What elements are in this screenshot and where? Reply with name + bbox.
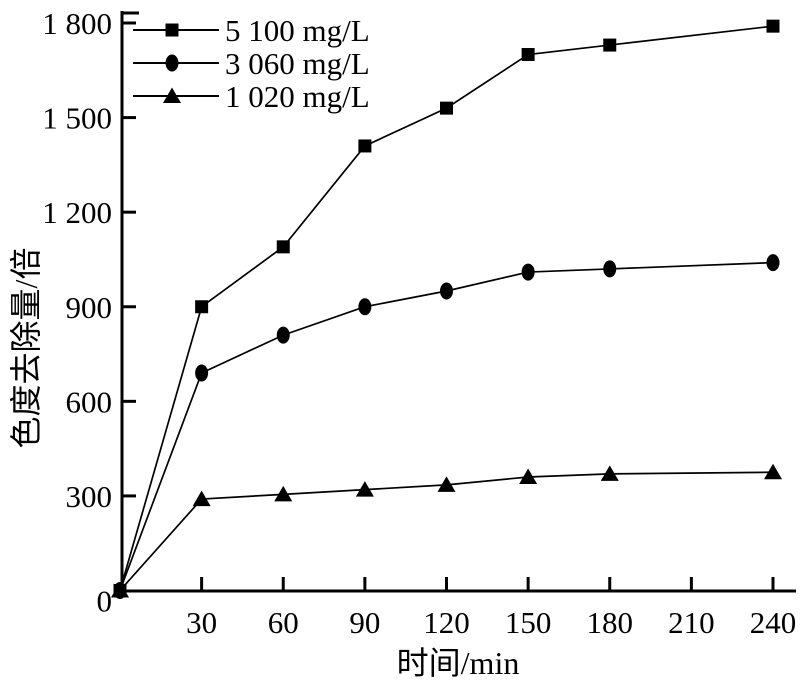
series-0-marker-square	[521, 48, 535, 62]
y-tick-label: 1 800	[42, 6, 112, 41]
series-2-marker-triangle	[519, 468, 538, 484]
x-tick-label: 60	[268, 605, 299, 640]
series-0-marker-square	[195, 300, 209, 314]
series-1-marker-circle	[521, 263, 535, 281]
series-0-marker-square	[603, 38, 617, 52]
series-2-marker-triangle	[764, 463, 782, 480]
y-tick-label: 1 200	[42, 195, 112, 230]
y-tick-label: 0	[97, 584, 113, 619]
x-tick-label: 180	[587, 605, 634, 640]
series-2-marker-triangle	[111, 582, 129, 598]
legend-marker-circle	[165, 54, 179, 72]
series-2-marker-triangle	[192, 490, 211, 507]
x-tick-label: 150	[505, 605, 552, 640]
y-tick-label: 600	[66, 384, 113, 419]
series-1-marker-circle	[766, 254, 780, 272]
series-0-marker-square	[440, 101, 453, 115]
legend-label: 5 100 mg/L	[225, 13, 370, 48]
y-tick-label: 1 500	[42, 101, 112, 136]
legend-label: 1 020 mg/L	[225, 79, 370, 114]
series-1-marker-circle	[276, 326, 290, 344]
series-0-marker-square	[766, 19, 780, 33]
x-tick-label: 30	[186, 605, 217, 640]
series-1-marker-circle	[195, 364, 209, 382]
x-tick-label: 210	[668, 605, 715, 640]
x-axis-title: 时间/min	[396, 645, 520, 681]
series-1-marker-circle	[603, 260, 617, 278]
y-tick-label: 900	[66, 290, 113, 325]
legend-marker-square	[165, 23, 179, 37]
legend-marker-triangle	[163, 87, 181, 103]
y-axis-title: 色度去除量/倍	[8, 247, 44, 449]
y-tick-label: 300	[66, 479, 113, 514]
series-0-marker-square	[276, 240, 290, 254]
series-1-marker-circle	[440, 282, 453, 300]
series-2-marker-triangle	[437, 476, 456, 492]
series-1-marker-circle	[358, 298, 372, 316]
series-line-2	[119, 471, 774, 592]
legend-label: 3 060 mg/L	[225, 46, 370, 81]
x-tick-label: 120	[423, 605, 470, 640]
series-2-marker-triangle	[355, 481, 374, 497]
series-2-marker-triangle	[600, 465, 619, 481]
series-line-1	[119, 261, 774, 591]
series-line-0	[119, 25, 774, 591]
x-tick-label: 90	[349, 605, 380, 640]
series-0-marker-square	[358, 139, 372, 153]
series-2-marker-triangle	[274, 485, 293, 502]
x-tick-label: 240	[750, 605, 797, 640]
